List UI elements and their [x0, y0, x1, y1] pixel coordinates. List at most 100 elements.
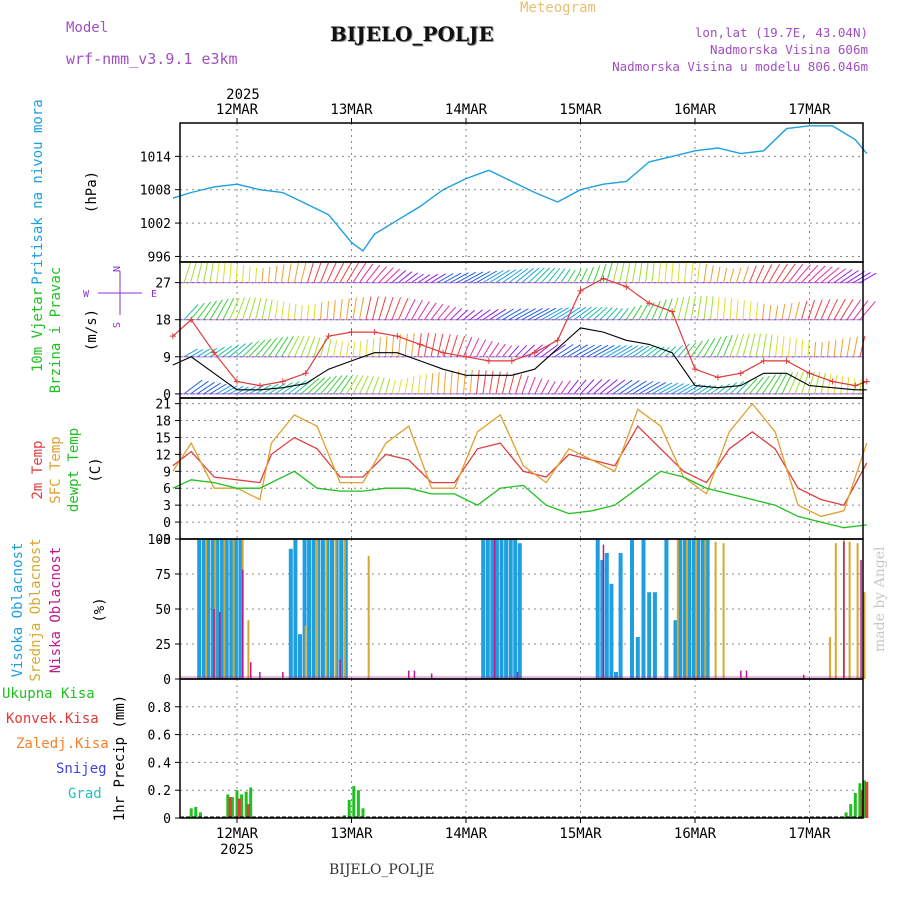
cloud-high-bar-20: [334, 539, 339, 679]
data-layer: [169, 125, 877, 819]
lonlat-label: lon,lat (19.7E, 43.04N): [694, 25, 868, 40]
wind-barb-18: [300, 378, 320, 395]
wind-barb-334: [307, 262, 314, 283]
wind-barb-107: [196, 348, 211, 358]
wind-barb-412: [814, 266, 833, 283]
wind-barb-407: [781, 263, 796, 283]
wind-barb-275: [606, 307, 618, 321]
wind-barb-368: [528, 267, 545, 283]
wind-barb-137: [391, 335, 395, 357]
wind-barb-31: [385, 378, 391, 395]
wind-barb-157: [521, 344, 536, 358]
wind-gust-marker-14: [485, 357, 492, 364]
wind-barb-403: [755, 264, 765, 283]
wind-barb-26: [352, 374, 364, 395]
wind-barb-391: [677, 262, 681, 283]
wind-barb-239: [372, 296, 379, 320]
wind-barb-417: [846, 271, 865, 284]
wind-barb-406: [775, 263, 788, 283]
wind-barb-99: [827, 373, 832, 394]
wind-barb-39: [437, 372, 440, 394]
wind-barb-20: [313, 376, 332, 395]
wind-barb-398: [723, 267, 728, 283]
wind-barb-171: [612, 345, 633, 358]
wind-barb-251: [450, 308, 463, 321]
elevation-label: Nadmorska Visina 606m: [709, 42, 868, 57]
wind-barb-55: [541, 379, 550, 395]
wind-barb-371: [547, 267, 561, 283]
wind-barb-143: [430, 333, 437, 357]
compass-n: N: [112, 266, 123, 272]
wind-barb-283: [658, 299, 667, 320]
wind-gust-marker-21: [646, 300, 653, 307]
wind-barb-194: [762, 334, 767, 357]
wind-barb-56: [547, 381, 556, 395]
cloud-high-bar-34: [604, 553, 609, 679]
wind-barb-289: [697, 295, 702, 320]
wind-barb-27: [359, 375, 369, 395]
wind-barb-151: [482, 340, 493, 358]
wind-barb-168: [593, 344, 615, 358]
wind-barb-272: [586, 306, 603, 321]
wind-barb-325: [248, 266, 251, 283]
date-label-bottom-3: 15MAR: [559, 826, 602, 842]
wind-barb-290: [703, 296, 708, 320]
wind-barb-215: [216, 298, 229, 320]
wind-gust-marker-29: [829, 378, 836, 385]
wind-barb-120: [281, 335, 294, 358]
date-label-top-1: 13MAR: [330, 102, 373, 118]
precip-total-bar-2: [198, 812, 202, 818]
wind-gust-marker-31: [863, 378, 870, 385]
wind-barb-236: [352, 297, 357, 320]
cloud-axis-label-3: Niska Oblacnost: [48, 547, 64, 673]
wind-barb-393: [690, 262, 694, 283]
wind-barb-309: [827, 298, 839, 320]
wind-barb-401: [742, 266, 750, 283]
wind-barb-4: [209, 383, 227, 395]
cloud-mid-bar-14: [695, 539, 698, 679]
wind-barb-339: [339, 262, 352, 283]
wind-barb-40: [443, 371, 447, 394]
ytick-label-p3-3: 75: [155, 568, 171, 583]
wind-barb-100: [833, 374, 838, 394]
wind-barb-82: [716, 383, 731, 395]
wind-barb-363: [495, 269, 517, 284]
wind-barb-71: [645, 381, 667, 395]
wind-barb-287: [684, 296, 691, 320]
wind-barb-36: [417, 375, 421, 394]
ytick-label-p2-7: 18: [155, 415, 171, 430]
cloud-high-bar-39: [635, 637, 640, 679]
wind-barb-88: [755, 375, 770, 395]
wind-barb-167: [586, 344, 609, 358]
wind-barb-33: [398, 379, 402, 394]
wind-barb-360: [476, 270, 498, 284]
wind-barb-292: [716, 296, 720, 320]
wind-barb-38: [430, 373, 434, 394]
wind-barb-223: [268, 299, 273, 320]
wind-barb-5: [216, 384, 233, 395]
wind-barb-263: [528, 307, 550, 321]
wind-barb-89: [762, 374, 776, 395]
cloud-low-bar-13: [740, 670, 742, 679]
cloud-high-bar-28: [504, 539, 509, 679]
cloud-high-bar-0: [197, 539, 202, 679]
wind-barb-240: [378, 296, 387, 320]
cloud-low-bar-9: [430, 673, 433, 679]
wind-barb-166: [580, 344, 602, 358]
cloud-high-bar-43: [664, 539, 669, 679]
wind-barb-362: [489, 269, 511, 284]
precip-total-bar-19: [853, 793, 857, 818]
wind-barb-351: [417, 274, 431, 284]
wind-barb-201: [807, 340, 810, 357]
wind-barb-214: [209, 299, 223, 320]
wind-barb-254: [469, 309, 483, 321]
ytick-label-p2-0: -3: [155, 533, 171, 548]
cloud-high-bar-51: [705, 539, 710, 679]
precip-total-bar-18: [849, 804, 853, 818]
precip-total-bar-12: [347, 799, 351, 818]
wind-barb-246: [417, 301, 430, 320]
wind-barb-35: [411, 376, 415, 394]
wind-barb-114: [242, 340, 260, 358]
cloud-low-bar-2: [242, 569, 244, 679]
